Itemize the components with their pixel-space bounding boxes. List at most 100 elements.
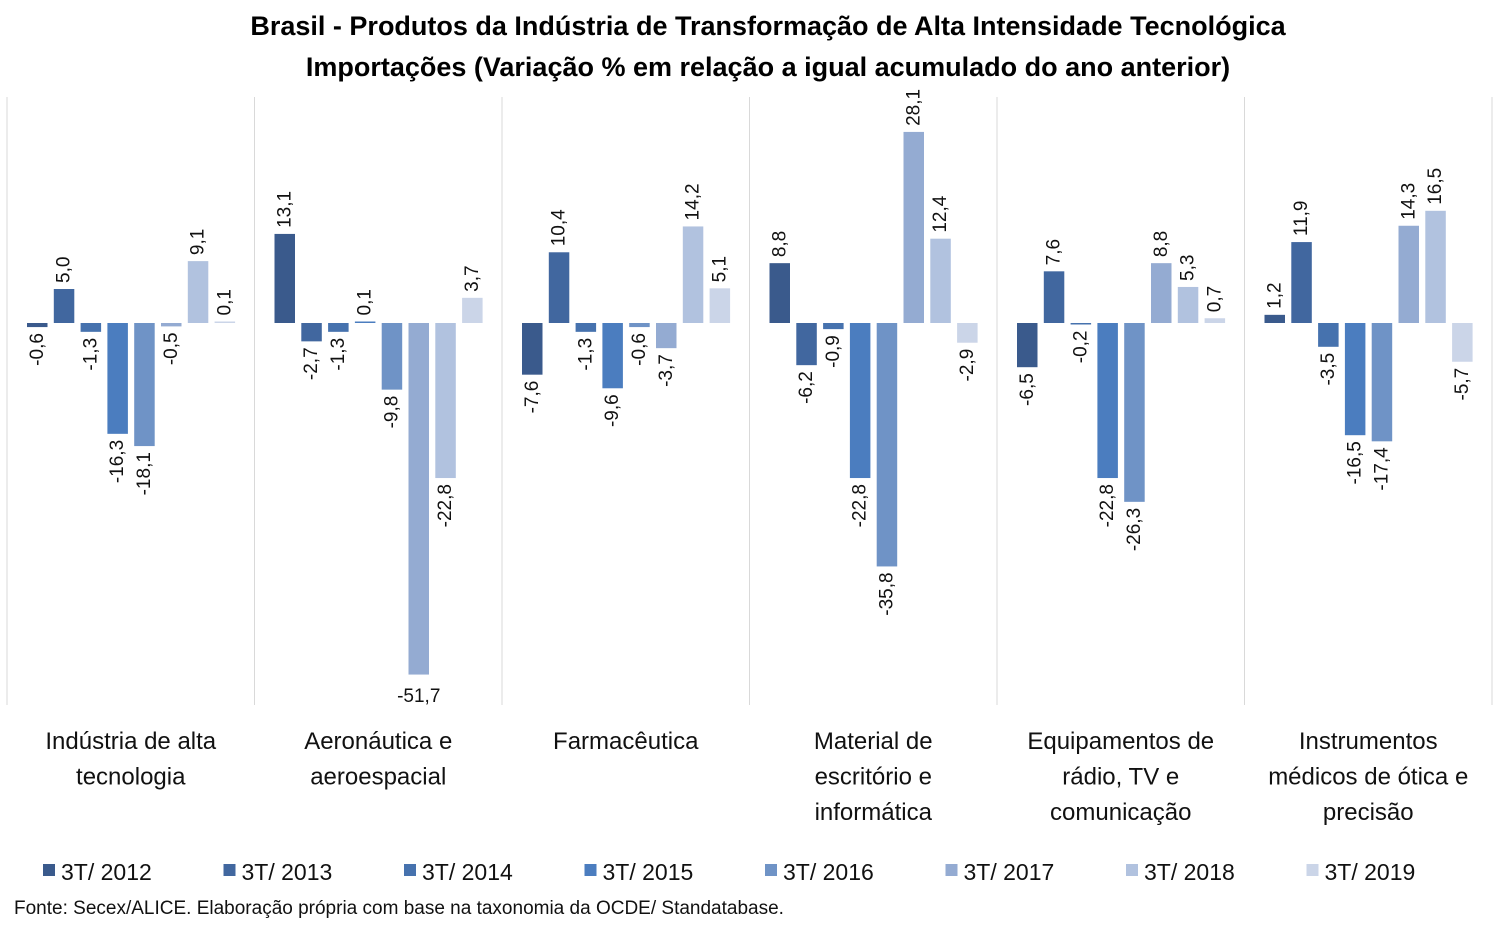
legend-label: 3T/ 2013 [242, 859, 333, 885]
category-label: escritório e [815, 764, 932, 791]
data-label: -51,7 [397, 686, 440, 707]
data-label: -0,6 [27, 333, 48, 366]
legend-swatch [1126, 864, 1138, 876]
bar [107, 323, 128, 434]
data-label: 5,3 [1178, 255, 1199, 281]
bar [849, 323, 871, 479]
bar [1124, 323, 1145, 502]
bar [161, 323, 182, 327]
bar [274, 233, 295, 323]
data-label: -22,8 [435, 484, 456, 527]
bar [796, 323, 817, 366]
data-label: 9,1 [188, 229, 209, 255]
category-labels-layer: Indústria de alta tecnologia Aeronáutica e… [45, 728, 1468, 826]
data-label: 10,4 [549, 209, 570, 246]
bar [682, 226, 704, 323]
bar [876, 323, 898, 567]
category-label: informática [815, 799, 933, 826]
category-separators [6, 97, 1493, 705]
data-label: 8,8 [769, 231, 790, 257]
data-label: -18,1 [134, 452, 155, 495]
data-label: -35,8 [876, 572, 897, 615]
data-label: -26,3 [1124, 508, 1145, 551]
bar [354, 321, 376, 323]
data-label: 28,1 [903, 89, 924, 126]
data-label: 16,5 [1425, 168, 1446, 205]
bar [328, 323, 349, 332]
data-label: 5,1 [709, 256, 730, 282]
data-label: 14,3 [1398, 183, 1419, 220]
data-label: -2,9 [957, 349, 978, 382]
bar [435, 323, 456, 479]
category-label: médicos de ótica e [1268, 764, 1468, 791]
data-label: -22,8 [1097, 484, 1118, 527]
legend-label: 3T/ 2016 [783, 859, 874, 885]
bar [1318, 323, 1339, 347]
data-label: 3,7 [462, 265, 483, 291]
bar [134, 323, 155, 447]
legend-swatch [404, 864, 416, 876]
legend-label: 3T/ 2014 [422, 859, 513, 885]
chart-subtitle: Importações (Variação % em relação a igu… [306, 52, 1230, 82]
data-label: -17,4 [1371, 447, 1392, 491]
data-label: 5,0 [54, 257, 75, 283]
bar [1177, 286, 1199, 323]
bar [930, 238, 951, 323]
legend-swatch [223, 864, 236, 876]
bar [1264, 314, 1285, 323]
data-label: -6,5 [1017, 373, 1038, 406]
legend-label: 3T/ 2015 [603, 859, 694, 885]
legend-label: 3T/ 2012 [61, 859, 152, 885]
bar [1097, 323, 1118, 479]
data-label: -3,5 [1318, 353, 1339, 386]
bar [214, 321, 236, 323]
bar [575, 323, 597, 332]
bar [1452, 323, 1473, 362]
data-label: 0,7 [1204, 286, 1225, 312]
bar [1151, 263, 1172, 323]
bar [522, 323, 543, 375]
data-label: -0,5 [161, 332, 182, 365]
legend-swatch [945, 864, 958, 876]
bar [27, 323, 48, 328]
data-label: -7,6 [522, 381, 543, 414]
data-label: 13,1 [274, 191, 295, 228]
data-label: 14,2 [683, 183, 704, 220]
data-label: 11,9 [1291, 201, 1312, 237]
category-label: Aeronáutica e [304, 728, 452, 755]
bar [1070, 323, 1092, 325]
category-label: Farmacêutica [553, 728, 699, 755]
data-label: -16,3 [107, 440, 128, 483]
bar [187, 261, 209, 323]
data-label: 7,6 [1044, 239, 1065, 265]
data-label: -2,7 [301, 347, 322, 380]
bar [957, 323, 978, 343]
bar [903, 131, 924, 323]
legend-swatch [43, 864, 55, 876]
category-label: precisão [1323, 799, 1414, 826]
data-label: 0,1 [355, 289, 376, 315]
data-label: -16,5 [1345, 441, 1366, 484]
category-label: rádio, TV e [1062, 764, 1179, 791]
value-labels-layer: -0,65,0-1,3-16,3 -18,1-0,59,10,113,1-2,7-… [27, 89, 1473, 707]
category-label: Material de [814, 728, 933, 755]
bar [769, 263, 790, 323]
data-label: -9,6 [602, 394, 623, 427]
category-label: aeroespacial [310, 764, 446, 791]
bar [1291, 242, 1312, 323]
bar [462, 297, 483, 323]
bar [381, 323, 403, 390]
data-label: -0,9 [823, 335, 844, 368]
category-label: Instrumentos [1299, 728, 1438, 755]
bar [709, 288, 731, 323]
category-label: Indústria de alta [45, 728, 216, 755]
data-label: -22,8 [850, 484, 871, 527]
legend-swatch [765, 864, 777, 876]
data-label: -1,3 [328, 338, 349, 371]
bar [656, 323, 677, 349]
bar [1398, 225, 1419, 323]
data-label: -1,3 [575, 338, 596, 371]
legend-swatch [584, 864, 597, 876]
